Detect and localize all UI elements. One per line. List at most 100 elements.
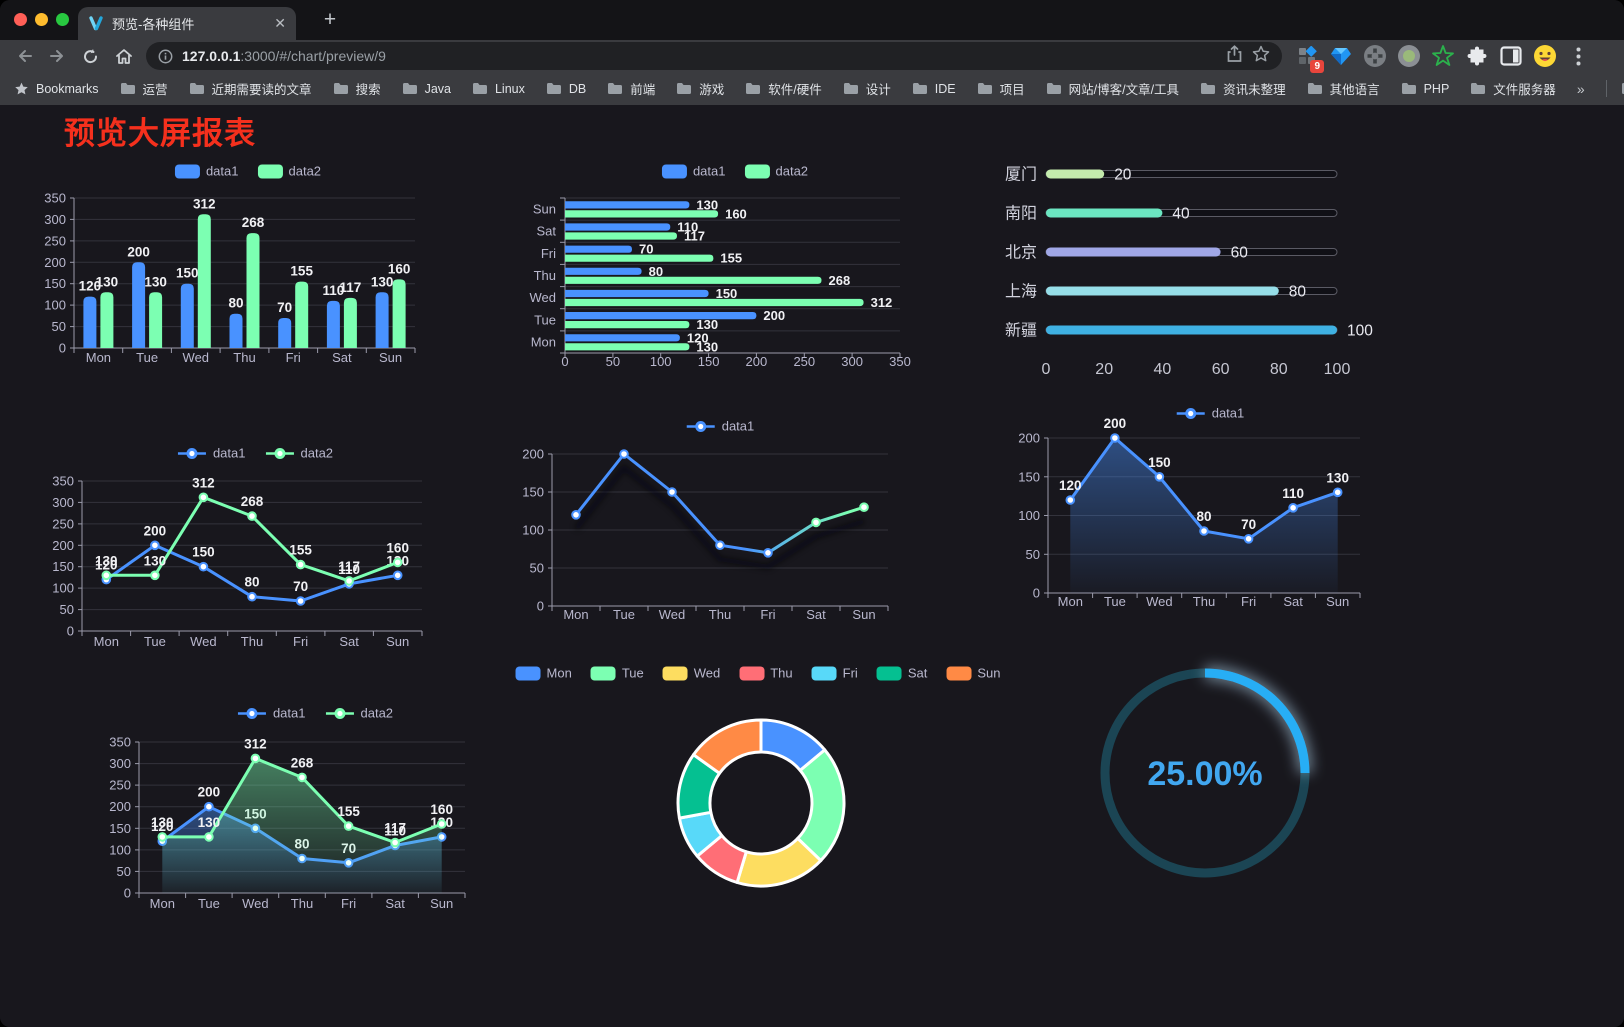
legend-item-data1[interactable]: data1 — [1176, 406, 1244, 421]
close-window-button[interactable] — [14, 13, 27, 26]
site-info-icon[interactable] — [158, 49, 173, 64]
svg-text:200: 200 — [522, 447, 544, 462]
bookmark-folder[interactable]: 项目 — [977, 79, 1025, 98]
legend-item-data1[interactable]: data1 — [174, 164, 239, 179]
svg-text:150: 150 — [698, 354, 720, 369]
bookmark-folder[interactable]: Linux — [472, 82, 525, 96]
svg-text:80: 80 — [1270, 361, 1288, 378]
legend-item-Tue[interactable]: Tue — [590, 666, 644, 681]
legend-item-data1[interactable]: data1 — [177, 446, 246, 461]
legend-swatch — [174, 164, 200, 178]
svg-text:312: 312 — [244, 736, 267, 751]
legend-item-Thu[interactable]: Thu — [739, 666, 793, 681]
other-bookmarks[interactable]: 其他书签 — [1621, 79, 1624, 98]
legend-item-data2[interactable]: data2 — [325, 706, 393, 721]
legend-item-data1[interactable]: data1 — [237, 706, 306, 721]
svg-text:120: 120 — [151, 819, 174, 834]
legend-swatch — [662, 666, 688, 680]
svg-text:155: 155 — [337, 804, 360, 819]
svg-text:160: 160 — [430, 802, 453, 817]
grouped-bar-chart: 0 50 100 150 200 250 300 350 Mon Tue Wed Thu Fri Sat S… — [44, 191, 416, 365]
svg-text:150: 150 — [44, 276, 66, 291]
svg-text:250: 250 — [44, 233, 66, 248]
extension-clover-icon[interactable] — [1362, 44, 1387, 69]
share-icon[interactable] — [1226, 44, 1243, 68]
bookmark-item-bookmarks[interactable]: Bookmarks — [14, 81, 99, 96]
browser-tab[interactable]: 预览-各种组件 ✕ — [78, 7, 296, 40]
folder-icon — [1201, 83, 1216, 94]
bookmark-star-icon[interactable] — [1252, 45, 1270, 67]
new-tab-button[interactable]: + — [323, 8, 337, 31]
svg-text:Sat: Sat — [339, 634, 359, 649]
bookmark-folder[interactable]: 运营 — [120, 79, 168, 98]
svg-text:20: 20 — [1095, 361, 1113, 378]
legend-swatch — [590, 666, 616, 680]
svg-text:200: 200 — [746, 354, 768, 369]
svg-text:40: 40 — [1172, 206, 1190, 223]
legend-item-Mon[interactable]: Mon — [515, 666, 572, 681]
legend-item-data2[interactable]: data2 — [257, 164, 321, 179]
legend-item-Wed[interactable]: Wed — [662, 666, 720, 681]
tab-close-icon[interactable]: ✕ — [274, 15, 286, 31]
svg-text:300: 300 — [109, 756, 131, 771]
reload-button[interactable] — [74, 42, 107, 70]
back-button[interactable] — [8, 42, 41, 70]
legend-item-Fri[interactable]: Fri — [811, 666, 858, 681]
svg-text:312: 312 — [193, 196, 216, 211]
svg-text:250: 250 — [52, 516, 74, 531]
svg-text:300: 300 — [44, 212, 66, 227]
bookmark-folder[interactable]: 资讯未整理 — [1200, 79, 1286, 98]
zoom-window-button[interactable] — [56, 13, 69, 26]
extension-star-icon[interactable] — [1430, 44, 1455, 69]
browser-menu-icon[interactable] — [1566, 44, 1591, 69]
extensions-puzzle-icon[interactable] — [1464, 44, 1489, 69]
svg-text:Tue: Tue — [613, 607, 635, 622]
extension-grid-icon[interactable]: 9 — [1294, 44, 1324, 73]
home-button[interactable] — [107, 42, 140, 70]
svg-text:300: 300 — [841, 354, 863, 369]
extension-gem-icon[interactable] — [1328, 44, 1353, 69]
bookmark-folder[interactable]: Java — [402, 82, 451, 96]
bookmark-folder[interactable]: DB — [546, 82, 586, 96]
bookmark-folder[interactable]: 软件/硬件 — [745, 79, 822, 98]
svg-text:0: 0 — [59, 341, 66, 356]
bookmark-folder[interactable]: 近期需要读的文章 — [189, 79, 312, 98]
bookmark-folder[interactable]: 前端 — [607, 79, 655, 98]
bookmark-folder[interactable]: 其他语言 — [1307, 79, 1380, 98]
legend-item-data1[interactable]: data1 — [661, 164, 726, 179]
legend-item-data1[interactable]: data1 — [686, 419, 754, 434]
extension-record-icon[interactable] — [1396, 44, 1421, 69]
svg-text:Mon: Mon — [1058, 594, 1083, 609]
svg-text:上海: 上海 — [1005, 283, 1037, 301]
chart-legend-line2: data1 data2 — [177, 446, 333, 461]
legend-item-data2[interactable]: data2 — [265, 446, 333, 461]
bookmark-folder[interactable]: 设计 — [843, 79, 891, 98]
svg-text:南阳: 南阳 — [1005, 205, 1037, 223]
bookmarks-overflow-chevron[interactable]: » — [1576, 80, 1585, 97]
svg-text:200: 200 — [198, 785, 221, 800]
bookmark-folder[interactable]: IDE — [912, 82, 956, 96]
bookmark-folder[interactable]: PHP — [1401, 82, 1449, 96]
bookmark-folder[interactable]: 搜索 — [333, 79, 381, 98]
svg-text:0: 0 — [1033, 586, 1040, 601]
legend-item-Sun[interactable]: Sun — [946, 666, 1000, 681]
legend-item-Sat[interactable]: Sat — [876, 666, 927, 681]
svg-text:130: 130 — [198, 815, 221, 830]
gauge-chart: 25.00% — [1100, 666, 1312, 878]
emoji-extension-icon[interactable] — [1532, 44, 1557, 69]
chart-legend-area1: data1 — [1176, 406, 1244, 421]
svg-text:200: 200 — [763, 308, 785, 323]
svg-text:120: 120 — [79, 279, 102, 294]
address-bar[interactable]: 127.0.0.1:3000/#/chart/preview/9 — [146, 42, 1282, 70]
side-panel-icon[interactable] — [1498, 44, 1523, 69]
window-controls — [14, 13, 69, 26]
legend-swatch — [876, 666, 902, 680]
legend-item-data2[interactable]: data2 — [744, 164, 808, 179]
bookmark-folder[interactable]: 游戏 — [676, 79, 724, 98]
minimize-window-button[interactable] — [35, 13, 48, 26]
bookmark-folder[interactable]: 文件服务器 — [1470, 79, 1556, 98]
forward-button[interactable] — [41, 42, 74, 70]
bookmark-folder[interactable]: 网站/博客/文章/工具 — [1046, 79, 1179, 98]
svg-text:Fri: Fri — [1241, 594, 1256, 609]
url-text[interactable]: 127.0.0.1:3000/#/chart/preview/9 — [182, 48, 386, 64]
